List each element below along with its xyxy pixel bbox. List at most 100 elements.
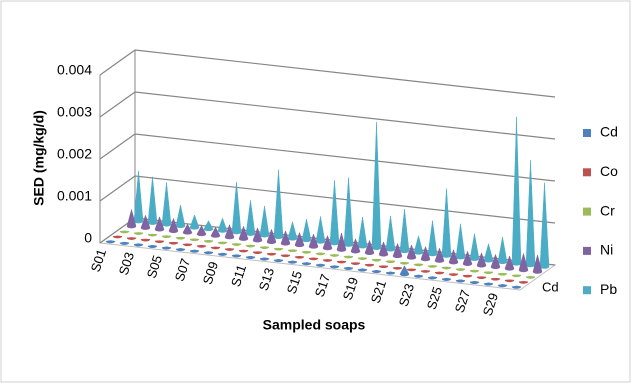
cone bbox=[322, 234, 333, 251]
cone bbox=[308, 233, 319, 249]
cone bbox=[315, 252, 326, 256]
cone bbox=[217, 217, 228, 233]
cone bbox=[287, 260, 298, 264]
x-tick-label: S03 bbox=[116, 250, 137, 277]
cone bbox=[336, 260, 347, 264]
cone bbox=[203, 240, 214, 243]
cone bbox=[434, 271, 445, 275]
cone bbox=[420, 245, 431, 262]
cone bbox=[224, 223, 235, 240]
cone bbox=[231, 243, 242, 246]
cone bbox=[448, 273, 459, 276]
cone bbox=[385, 271, 396, 275]
x-tick-label: S07 bbox=[172, 257, 193, 284]
x-tick-label: S19 bbox=[340, 275, 361, 302]
x-tick-label: S05 bbox=[144, 253, 165, 280]
cone bbox=[105, 240, 116, 244]
x-axis-title: Sampled soaps bbox=[263, 317, 366, 333]
cone bbox=[301, 262, 312, 266]
x-tick-label: S25 bbox=[424, 285, 445, 312]
y-axis-title: SED (mg/kg/d) bbox=[31, 110, 47, 206]
y-tick-label: 0.001 bbox=[57, 188, 92, 204]
cone bbox=[455, 279, 466, 283]
cone bbox=[189, 249, 200, 253]
cone bbox=[294, 255, 305, 259]
y-tick-label: 0.002 bbox=[57, 146, 92, 162]
cone bbox=[441, 266, 452, 270]
legend-label: Ni bbox=[600, 242, 613, 258]
cone bbox=[476, 252, 487, 268]
y-tick-label: 0.004 bbox=[57, 62, 92, 78]
cone bbox=[210, 226, 221, 238]
cone bbox=[266, 252, 277, 256]
cone bbox=[182, 243, 193, 247]
cone bbox=[490, 277, 501, 281]
cone bbox=[392, 266, 403, 270]
cone bbox=[203, 220, 214, 232]
cone bbox=[245, 255, 256, 259]
cone bbox=[217, 241, 228, 245]
cone bbox=[469, 269, 480, 273]
x-tick-label: S27 bbox=[452, 288, 473, 315]
cone bbox=[301, 250, 312, 254]
x-tick-label: S17 bbox=[312, 272, 333, 299]
cone bbox=[140, 214, 151, 230]
cone bbox=[259, 246, 270, 249]
cone bbox=[259, 257, 270, 261]
cone bbox=[224, 248, 235, 251]
cone bbox=[364, 239, 375, 255]
x-tick-label: S15 bbox=[284, 269, 305, 296]
cone bbox=[434, 247, 445, 263]
cone bbox=[490, 253, 501, 270]
cone bbox=[497, 284, 508, 288]
cone bbox=[329, 254, 340, 257]
cone bbox=[154, 240, 165, 244]
y-tick-label: 0.003 bbox=[57, 104, 92, 120]
cone bbox=[189, 214, 200, 230]
cone bbox=[133, 243, 144, 247]
legend-label: Co bbox=[600, 163, 618, 179]
cone bbox=[343, 266, 354, 270]
cone bbox=[504, 279, 515, 283]
y-tick-label: 0 bbox=[84, 230, 92, 246]
cone bbox=[462, 274, 473, 278]
cone bbox=[455, 268, 466, 271]
cone bbox=[532, 253, 543, 274]
cone bbox=[406, 244, 417, 260]
cone bbox=[112, 235, 123, 239]
legend-label: Cd bbox=[600, 124, 618, 140]
cone bbox=[357, 257, 368, 260]
cone bbox=[140, 238, 151, 242]
depth-axis-label: Cd bbox=[542, 279, 559, 294]
cone bbox=[329, 265, 340, 269]
x-tick-label: S09 bbox=[200, 260, 221, 287]
legend-swatch bbox=[583, 246, 591, 255]
cone bbox=[210, 246, 221, 250]
cone bbox=[476, 276, 487, 280]
cone bbox=[371, 269, 382, 274]
cone bbox=[252, 227, 263, 243]
cone bbox=[448, 248, 459, 265]
cone bbox=[413, 274, 424, 278]
cone bbox=[392, 242, 403, 259]
cone bbox=[168, 217, 179, 234]
x-tick-label: S23 bbox=[396, 282, 417, 309]
x-tick-label: S29 bbox=[480, 291, 501, 318]
cone bbox=[511, 285, 522, 289]
cone bbox=[511, 274, 522, 278]
cone bbox=[203, 251, 214, 255]
cone bbox=[350, 262, 361, 265]
cone bbox=[469, 280, 480, 285]
cone bbox=[175, 236, 186, 240]
cone bbox=[420, 270, 431, 273]
x-tick-label: S21 bbox=[368, 278, 389, 305]
cone bbox=[287, 249, 298, 253]
cone bbox=[119, 230, 130, 234]
cone bbox=[245, 244, 256, 248]
cone bbox=[385, 260, 396, 264]
cone bbox=[350, 238, 361, 254]
cone bbox=[371, 258, 382, 262]
cone bbox=[119, 241, 130, 245]
